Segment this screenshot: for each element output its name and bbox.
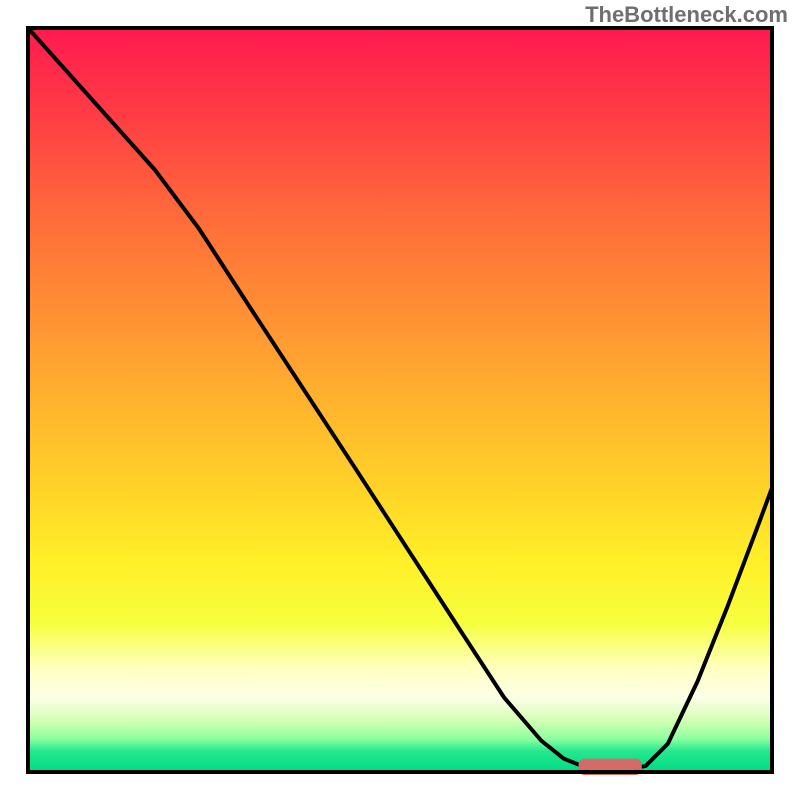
bottleneck-chart [0,0,800,800]
plot-background [28,28,772,772]
